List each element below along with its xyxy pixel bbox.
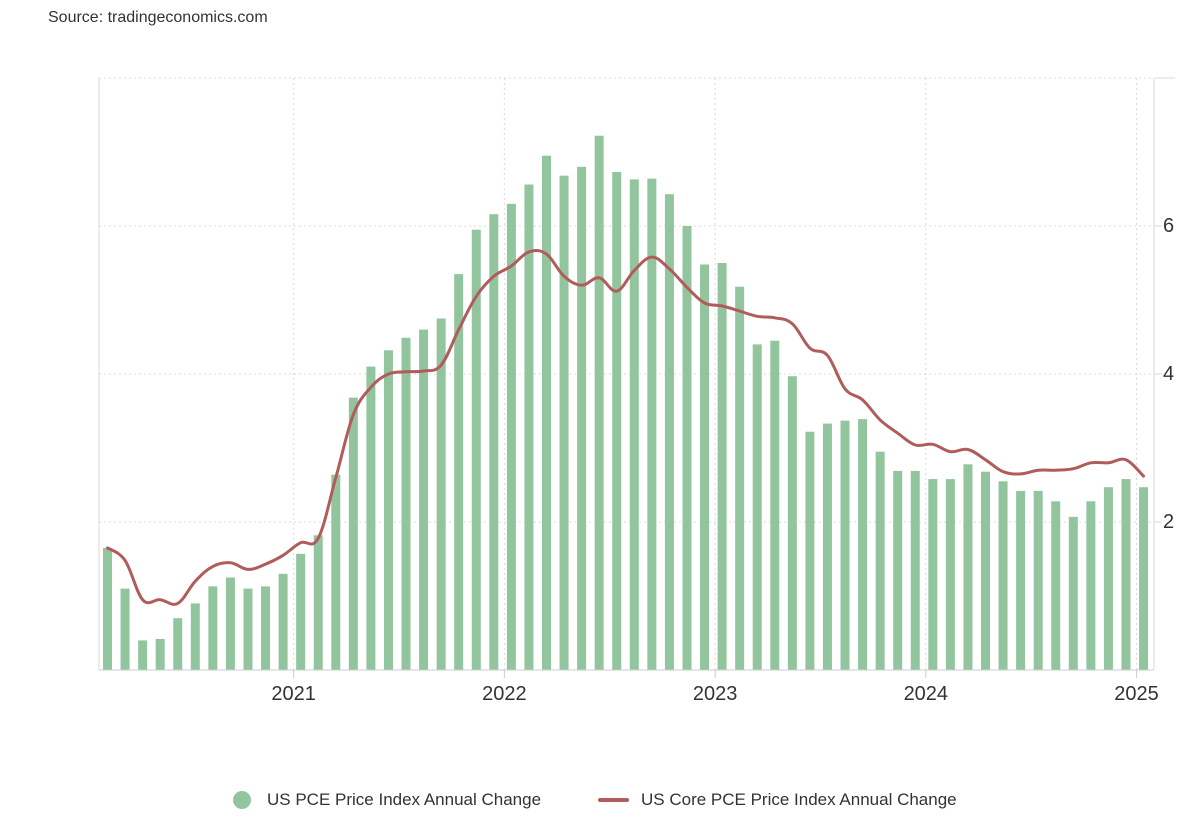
bar	[1121, 479, 1131, 670]
bar	[998, 481, 1008, 670]
bar	[612, 171, 622, 671]
x-tick-label: 2023	[693, 683, 738, 705]
bar	[840, 420, 850, 670]
legend-item-pce[interactable]: US PCE Price Index Annual Change	[233, 790, 541, 810]
chart: 2 4 6 2021 2022 2023 2024 2025	[98, 77, 1175, 705]
line-series	[106, 249, 1145, 606]
bar	[963, 464, 973, 670]
bar	[383, 350, 393, 670]
bar	[770, 340, 780, 670]
bar	[700, 264, 710, 670]
bar	[1051, 501, 1061, 670]
bar	[103, 547, 112, 670]
source-label: Source: tradingeconomics.com	[48, 9, 268, 26]
bar	[436, 318, 446, 670]
bar	[243, 588, 253, 670]
bar	[682, 226, 692, 670]
bar	[296, 553, 306, 670]
x-tick-label: 2022	[482, 683, 527, 705]
bar	[155, 638, 165, 670]
y-tick-label: 6	[1163, 215, 1174, 237]
bar	[559, 175, 569, 670]
legend-line-icon	[598, 798, 629, 802]
bar	[787, 376, 797, 670]
bar	[401, 337, 411, 670]
y-tick-label: 2	[1163, 511, 1174, 533]
bar	[261, 586, 271, 670]
bar	[331, 474, 341, 670]
bar	[120, 588, 130, 670]
bar	[945, 479, 955, 670]
bar	[313, 535, 323, 670]
bar	[1068, 516, 1078, 670]
bar	[138, 640, 148, 670]
bar	[893, 470, 903, 670]
bar	[629, 179, 639, 670]
bar	[542, 155, 551, 670]
bar	[489, 214, 499, 670]
bar	[225, 577, 235, 670]
bar	[858, 419, 868, 670]
bar	[822, 423, 832, 670]
legend-label-core: US Core PCE Price Index Annual Change	[641, 790, 957, 809]
bar	[594, 135, 604, 671]
core-pce-line	[106, 249, 1145, 606]
bar	[577, 166, 587, 671]
bar	[419, 329, 429, 670]
y-tick-label: 4	[1163, 363, 1174, 385]
bar	[1103, 487, 1113, 670]
bar	[278, 573, 288, 670]
axis-layer: 2 4 6 2021 2022 2023 2024 2025	[99, 215, 1174, 705]
bar	[647, 178, 657, 670]
bar	[208, 586, 218, 670]
bar	[366, 366, 376, 670]
x-tick-label: 2025	[1114, 683, 1159, 705]
grid-layer	[98, 77, 1175, 670]
bar	[1016, 490, 1026, 670]
bar	[875, 451, 885, 670]
x-tick-label: 2021	[271, 683, 316, 705]
bar	[173, 618, 183, 670]
legend-dot-icon	[233, 791, 251, 809]
bar	[910, 470, 920, 670]
bar	[1033, 490, 1043, 670]
bar	[506, 203, 516, 671]
bar	[664, 194, 674, 670]
bar-series	[103, 135, 1149, 671]
bar	[524, 184, 534, 670]
bar	[735, 286, 745, 670]
legend-item-core[interactable]: US Core PCE Price Index Annual Change	[598, 790, 957, 810]
bar	[348, 397, 358, 670]
bar	[190, 603, 200, 670]
legend-label-pce: US PCE Price Index Annual Change	[267, 790, 542, 809]
bar	[981, 471, 990, 670]
bar	[717, 263, 727, 670]
bar	[471, 229, 481, 670]
bar	[1086, 501, 1096, 670]
x-tick-label: 2024	[904, 683, 949, 705]
bar	[805, 431, 815, 670]
bar	[928, 479, 938, 670]
legend: US PCE Price Index Annual Change US Core…	[0, 790, 1200, 818]
bar	[454, 274, 464, 670]
bar	[752, 344, 762, 670]
bar	[1139, 487, 1149, 670]
